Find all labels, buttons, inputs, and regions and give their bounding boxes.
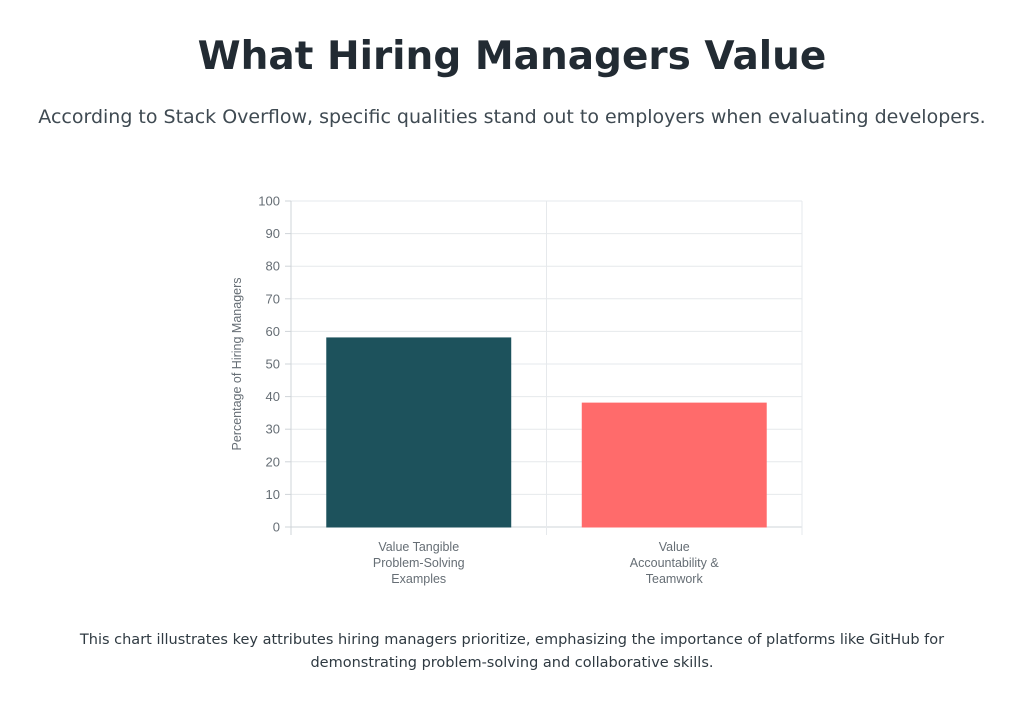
y-tick-label: 0 [273,520,280,535]
x-category-label: Value Accountability & Teamwork [630,540,720,586]
y-tick-label: 50 [266,357,280,372]
page-title: What Hiring Managers Value [197,34,827,79]
y-tick-label: 10 [266,487,280,502]
y-tick-label: 100 [258,194,280,209]
chart-svg: 0 10 20 30 40 50 60 70 80 90 100 Value Tangible Prob… [230,194,803,586]
bar-1 [326,337,512,528]
y-tick-label: 70 [266,291,280,306]
bar-chart: 0 10 20 30 40 50 60 70 80 90 100 Value Tangible Prob… [220,185,820,605]
bar-2 [581,402,767,528]
y-tick-label: 90 [266,226,280,241]
chart-caption: This chart illustrates key attributes hi… [79,632,945,671]
page-subtitle: According to Stack Overflow, specific qu… [38,106,986,128]
y-tick-label: 20 [266,454,280,469]
y-tick-label: 40 [266,389,280,404]
y-tick-label: 80 [266,259,280,274]
y-tick-label: 30 [266,422,280,437]
y-axis-label: Percentage of Hiring Managers [230,277,244,450]
y-tick-label: 60 [266,324,280,339]
x-category-label: Value Tangible Problem-Solving Examples [373,540,465,586]
